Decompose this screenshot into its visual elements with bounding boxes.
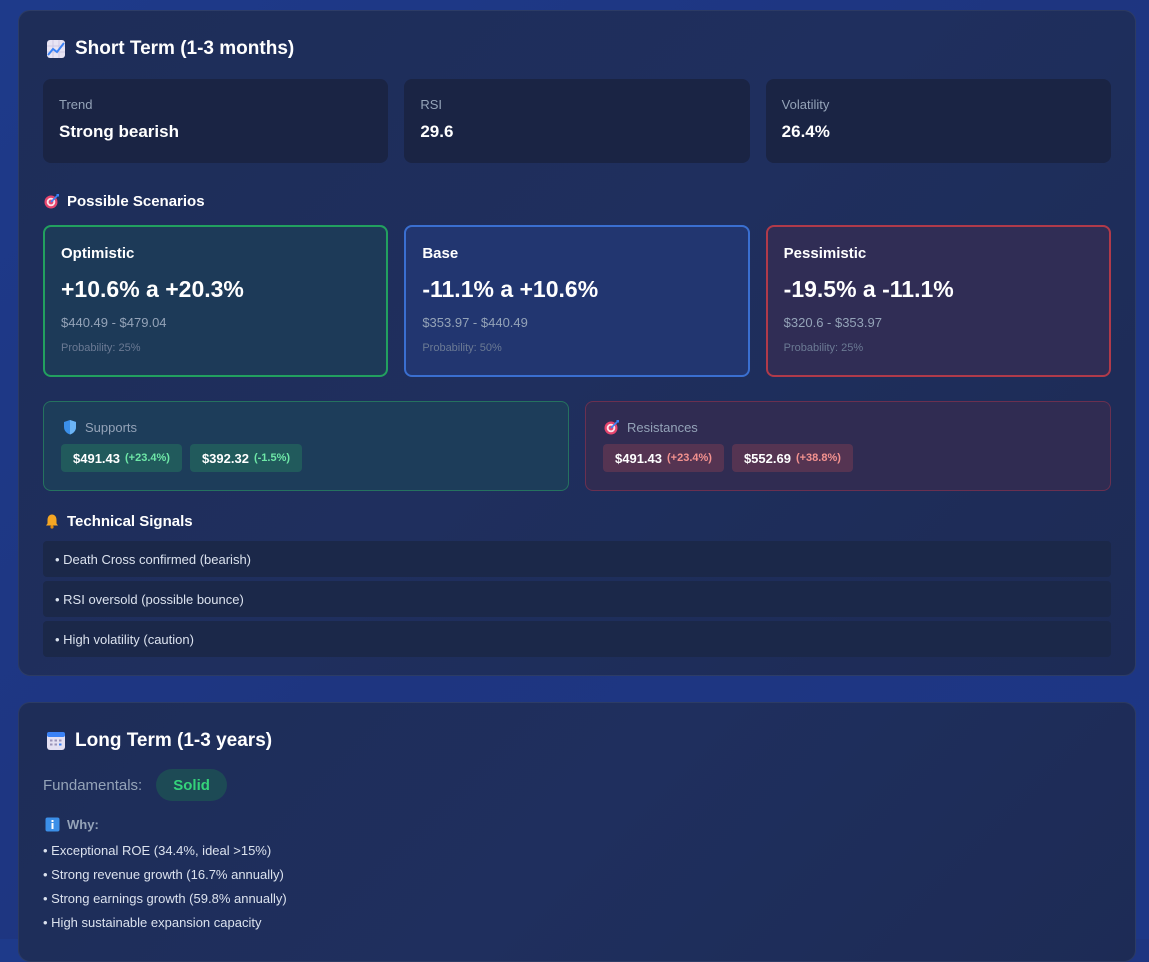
metric-value: Strong bearish <box>59 122 179 141</box>
chart-increasing-icon <box>45 38 67 60</box>
metric-card-rsi: RSI 29.6 <box>404 79 750 163</box>
resistance-level-chip: $552.69 (+38.8%) <box>731 444 853 472</box>
long-term-title-text: Long Term (1-3 years) <box>75 730 273 751</box>
levels-row: Supports $491.43 (+23.4%) $392.32 (-1.5%… <box>43 401 1111 491</box>
metric-value: 29.6 <box>420 122 454 141</box>
reason-item: • Strong earnings growth (59.8% annually… <box>43 891 287 906</box>
signal-item: • RSI oversold (possible bounce) <box>43 581 1111 617</box>
level-price: $491.43 <box>615 450 662 466</box>
scenario-range: +10.6% a +20.3% <box>61 276 244 302</box>
short-term-section: Short Term (1-3 months) Trend Strong bea… <box>18 10 1136 676</box>
scenarios-heading: Possible Scenarios <box>43 191 1111 211</box>
scenario-name: Pessimistic <box>783 245 867 262</box>
resistances-title: Resistances <box>603 418 1093 436</box>
level-price: $552.69 <box>743 450 791 466</box>
support-level-chip: $491.43 (+23.4%) <box>61 444 182 472</box>
signals-heading-text: Technical Signals <box>67 512 193 530</box>
scenario-probability: Probability: 50% <box>422 342 502 354</box>
scenario-price-range: $440.49 - $479.04 <box>61 315 167 330</box>
reason-item: • High sustainable expansion capacity <box>43 915 262 930</box>
resistance-level-chip: $491.43 (+23.4%) <box>603 444 724 472</box>
short-term-title-text: Short Term (1-3 months) <box>75 38 295 59</box>
short-term-title: Short Term (1-3 months) <box>45 35 1111 63</box>
resistances-chips: $491.43 (+23.4%) $552.69 (+38.8%) <box>603 444 1093 472</box>
long-term-section: Long Term (1-3 years) Fundamentals: Soli… <box>18 702 1136 962</box>
metric-label: RSI <box>420 97 442 112</box>
long-term-title: Long Term (1-3 years) <box>45 727 1111 755</box>
scenario-card-optimistic: Optimistic +10.6% a +20.3% $440.49 - $47… <box>43 225 389 377</box>
fundamentals-row: Fundamentals: Solid <box>43 769 1111 801</box>
scenario-price-range: $320.6 - $353.97 <box>783 315 882 330</box>
resistances-title-text: Resistances <box>627 419 698 435</box>
scenario-name: Base <box>422 245 459 262</box>
signal-item: • High volatility (caution) <box>43 621 1111 657</box>
why-heading: Why: <box>43 815 1111 833</box>
scenario-card-base: Base -11.1% a +10.6% $353.97 - $440.49 P… <box>404 225 750 377</box>
info-icon <box>43 815 61 833</box>
metric-card-volatility: Volatility 26.4% <box>765 79 1111 163</box>
supports-chips: $491.43 (+23.4%) $392.32 (-1.5%) <box>61 444 551 472</box>
metric-label: Trend <box>59 97 93 112</box>
signals-list: • Death Cross confirmed (bearish) • RSI … <box>43 541 1111 657</box>
why-heading-text: Why: <box>67 816 99 832</box>
metric-card-trend: Trend Strong bearish <box>43 79 389 163</box>
scenario-range: -11.1% a +10.6% <box>422 276 599 302</box>
reason-item: • Strong revenue growth (16.7% annually) <box>43 867 284 882</box>
level-price: $392.32 <box>201 450 249 466</box>
metric-row: Trend Strong bearish RSI 29.6 Volatility… <box>43 79 1111 163</box>
resistances-panel: Resistances $491.43 (+23.4%) $552.69 (+3… <box>585 401 1111 491</box>
supports-title: Supports <box>61 418 551 436</box>
scenario-name: Optimistic <box>61 245 135 262</box>
reason-item: • Exceptional ROE (34.4%, ideal >15%) <box>43 843 272 858</box>
calendar-icon <box>45 730 67 752</box>
target-icon <box>43 192 61 210</box>
level-percent: (-1.5%) <box>253 452 291 464</box>
scenario-price-range: $353.97 - $440.49 <box>422 315 528 330</box>
scenario-row: Optimistic +10.6% a +20.3% $440.49 - $47… <box>43 225 1111 377</box>
scenario-probability: Probability: 25% <box>783 342 864 354</box>
signal-item: • Death Cross confirmed (bearish) <box>43 541 1111 577</box>
scenario-card-pessimistic: Pessimistic -19.5% a -11.1% $320.6 - $35… <box>765 225 1111 377</box>
bell-icon <box>43 512 61 530</box>
level-percent: (+23.4%) <box>667 452 712 464</box>
metric-value: 26.4% <box>781 122 830 141</box>
level-percent: (+23.4%) <box>125 452 170 464</box>
target-icon <box>603 418 621 436</box>
fundamentals-label: Fundamentals: <box>43 776 143 794</box>
signals-heading: Technical Signals <box>43 511 1111 531</box>
shield-icon <box>61 418 79 436</box>
supports-title-text: Supports <box>85 419 138 435</box>
scenario-probability: Probability: 25% <box>61 342 141 354</box>
scenario-range: -19.5% a -11.1% <box>783 276 954 302</box>
level-percent: (+38.8%) <box>795 452 841 464</box>
metric-label: Volatility <box>781 97 830 112</box>
scenarios-heading-text: Possible Scenarios <box>67 192 205 210</box>
support-level-chip: $392.32 (-1.5%) <box>189 444 303 472</box>
fundamentals-badge: Solid <box>156 769 227 801</box>
reasons-list: • Exceptional ROE (34.4%, ideal >15%) • … <box>43 839 1111 935</box>
level-price: $491.43 <box>73 450 120 466</box>
supports-panel: Supports $491.43 (+23.4%) $392.32 (-1.5%… <box>43 401 569 491</box>
